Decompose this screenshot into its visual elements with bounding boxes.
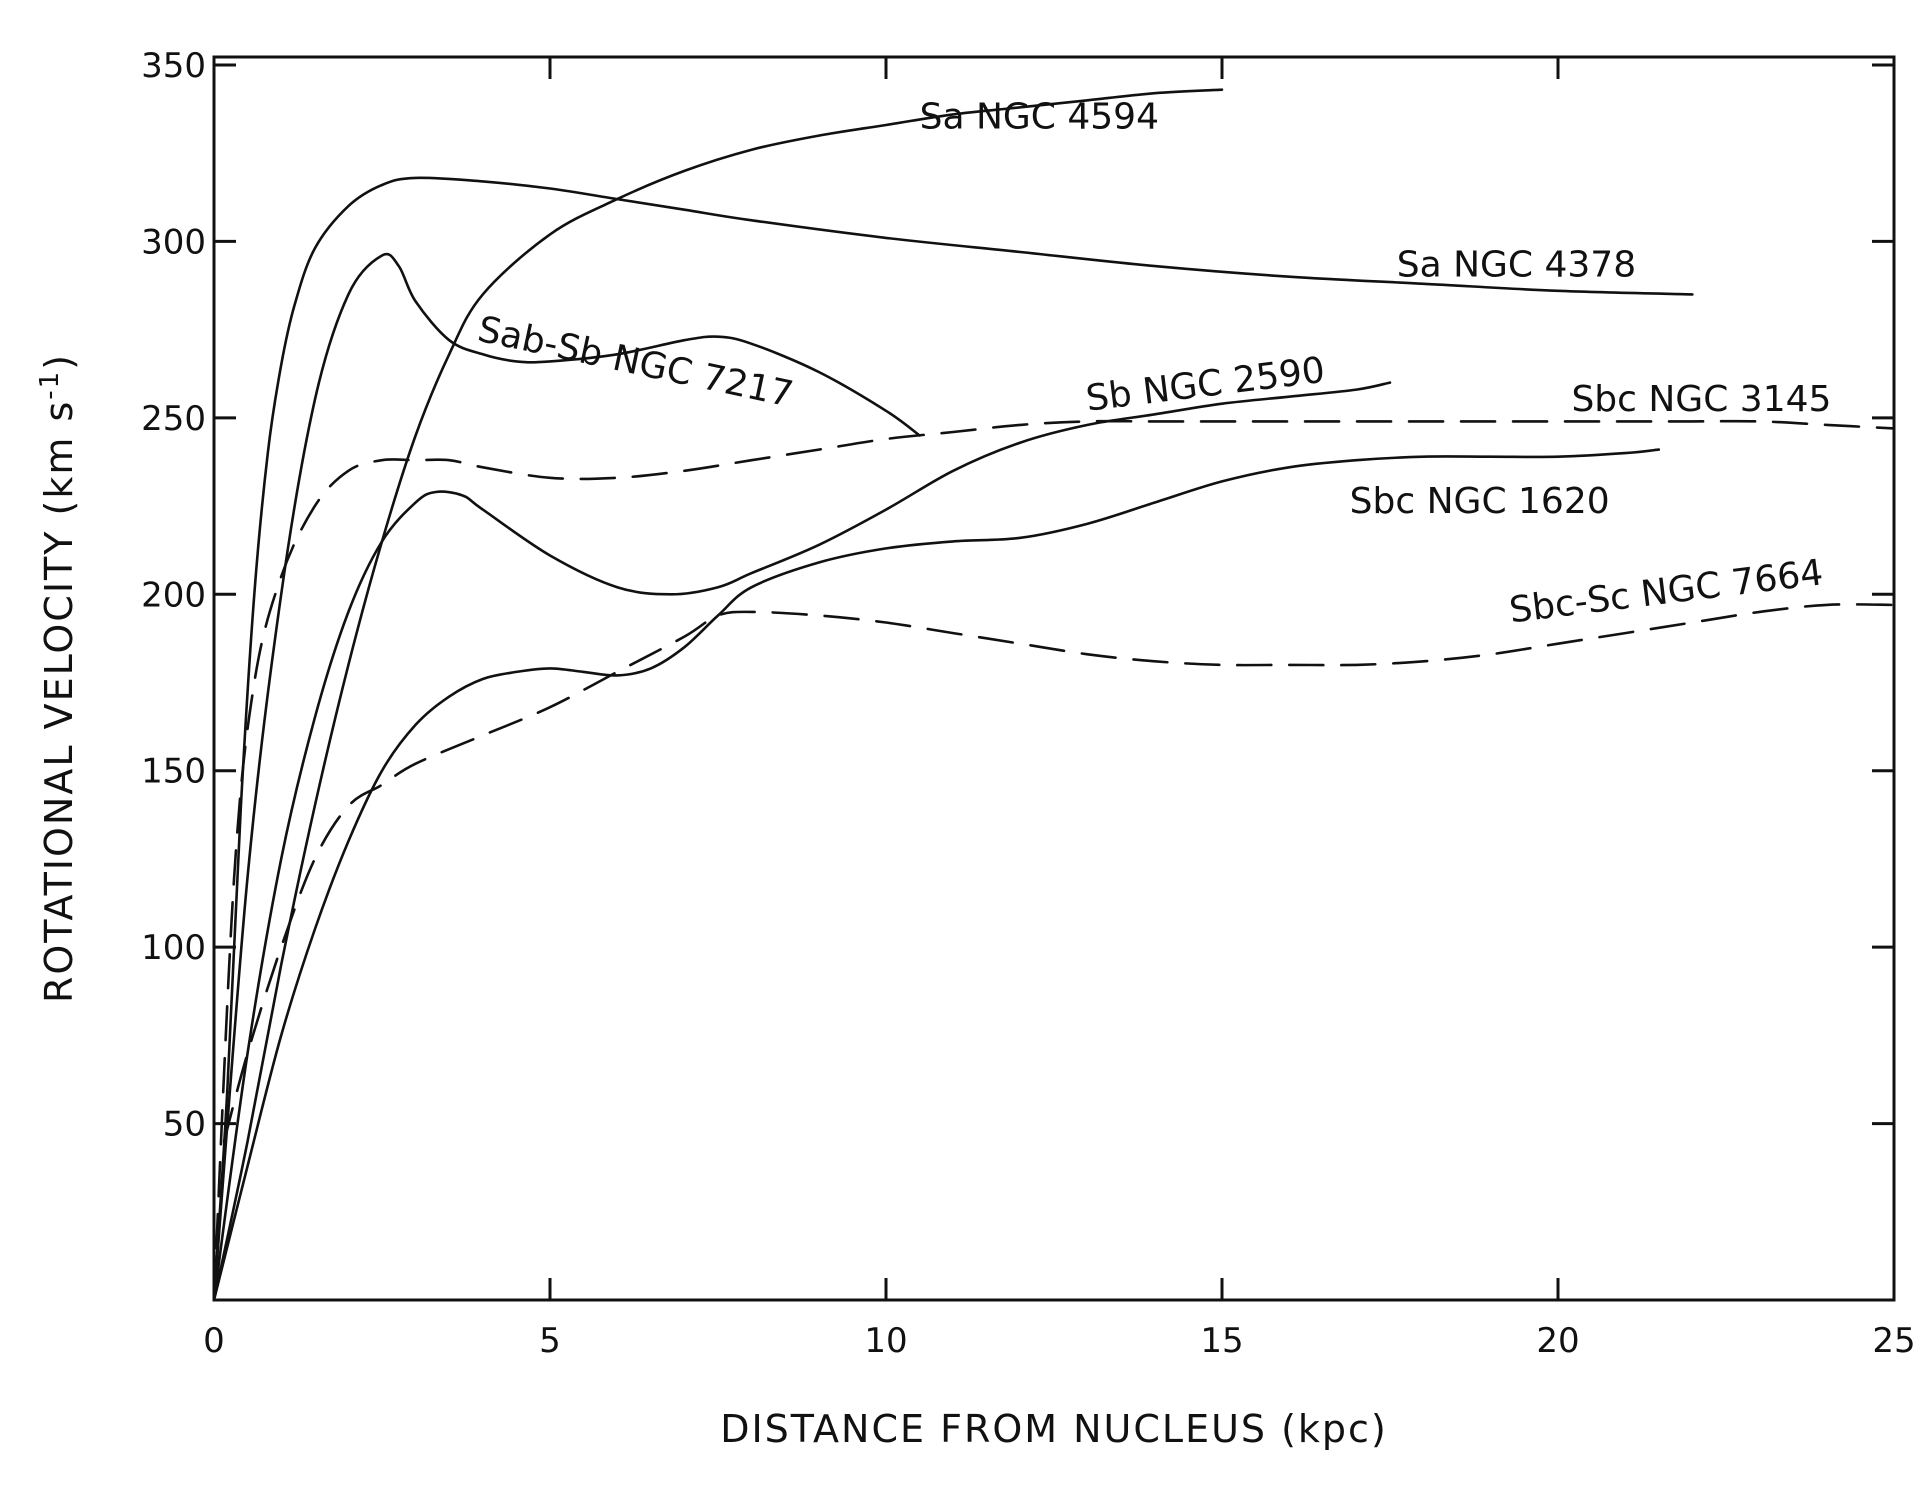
series-line-sab-sb-ngc-7217	[212, 252, 921, 1302]
y-axis-title-close: )	[37, 353, 81, 370]
y-axis-title: ROTATIONAL VELOCITY (km s-1)	[35, 353, 81, 1003]
x-tick-label: 20	[1536, 1321, 1579, 1361]
series-line-sa-ngc-4594	[212, 88, 1224, 1302]
curve-label: Sa NGC 4378	[1397, 245, 1636, 286]
x-axis-title: DISTANCE FROM NUCLEUS (kpc)	[720, 1407, 1388, 1451]
x-tick-label: 0	[203, 1321, 225, 1361]
y-tick-label: 300	[141, 222, 206, 262]
series-line-sb-ngc-2590	[212, 381, 1392, 1302]
y-tick-label: 150	[141, 752, 206, 792]
y-tick-label: 350	[141, 46, 206, 86]
y-tick-label: 250	[141, 399, 206, 439]
y-axis-title-main: ROTATIONAL VELOCITY (km s	[37, 400, 81, 1003]
curve-label: Sa NGC 4594	[920, 97, 1159, 138]
y-axis-title-exponent: -1	[35, 370, 65, 400]
x-tick-label: 15	[1200, 1321, 1243, 1361]
y-tick-label: 200	[141, 575, 206, 615]
series-line-sa-ngc-4378	[212, 176, 1694, 1302]
curve-label: Sbc NGC 1620	[1350, 481, 1610, 522]
x-tick-label: 25	[1872, 1321, 1915, 1361]
ticks-layer	[212, 57, 1896, 1300]
series-line-sbc-ngc-3145	[212, 419, 1896, 1302]
tick-labels-layer: 0 5 10 15 20 25 50 100 150 200 250 300 350	[141, 46, 1916, 1361]
plot-frame	[212, 55, 1896, 1302]
curve-label: Sbc NGC 3145	[1571, 379, 1831, 420]
y-tick-label: 100	[141, 928, 206, 968]
series-line-sbc-ngc-1620	[212, 448, 1661, 1302]
curves-layer	[212, 88, 1896, 1302]
x-tick-label: 10	[864, 1321, 907, 1361]
x-tick-label: 5	[539, 1321, 561, 1361]
series-line-sbc-sc-ngc-7664	[222, 603, 1896, 1143]
y-tick-label: 50	[163, 1105, 206, 1145]
